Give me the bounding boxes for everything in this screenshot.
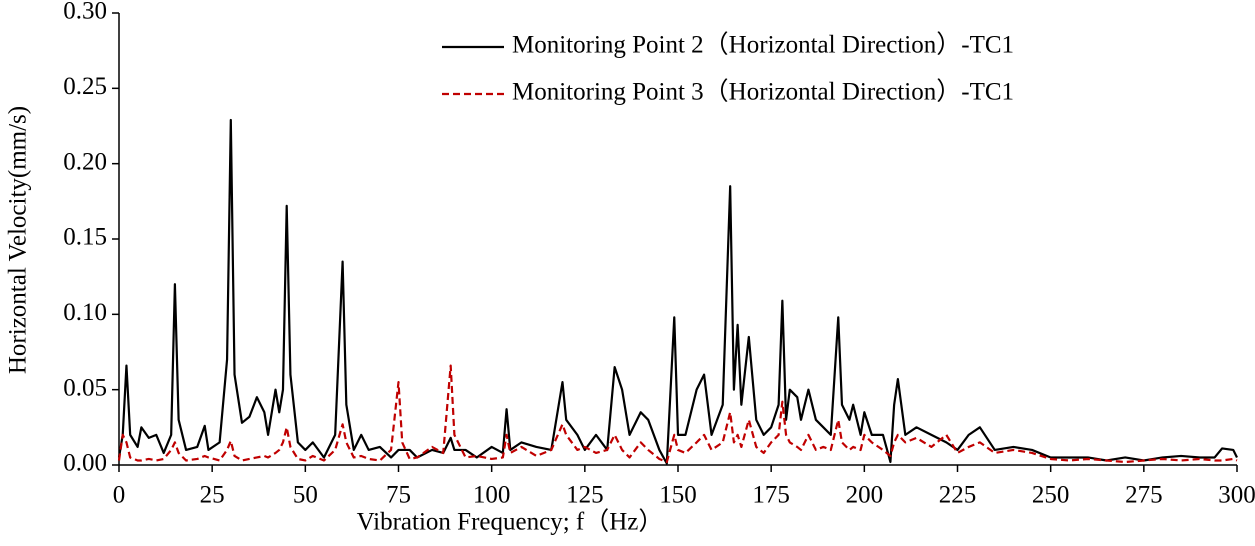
x-tick-label: 25 [200,482,225,509]
series-line [117,118,1238,465]
x-tick-label: 150 [659,482,697,509]
x-tick-label: 300 [1218,482,1255,509]
y-axis-label: Horizontal Velocity(mm/s) [5,106,32,374]
y-tick-label: 0.05 [63,374,107,401]
x-axis-label: Vibration Frequency; f（Hz） [357,508,664,536]
x-tick-label: 250 [1032,482,1070,509]
x-tick-label: 100 [473,482,511,509]
x-tick-label: 275 [1125,482,1163,509]
y-tick-label: 0.15 [63,224,107,251]
y-tick-label: 0.00 [63,450,107,477]
x-tick-label: 0 [113,482,126,509]
series-line [117,364,1238,464]
y-tick-label: 0.25 [63,73,107,100]
y-tick-label: 0.30 [63,0,107,25]
legend-label: Monitoring Point 3（Horizontal Direction）… [512,78,1014,106]
x-tick-label: 225 [939,482,977,509]
x-tick-label: 50 [293,482,318,509]
y-tick-label: 0.10 [63,299,107,326]
y-tick-label: 0.20 [63,148,107,175]
x-tick-label: 175 [752,482,790,509]
x-tick-label: 125 [566,482,604,509]
legend-label: Monitoring Point 2（Horizontal Direction）… [512,31,1014,59]
x-tick-label: 200 [846,482,884,509]
x-tick-label: 75 [386,482,411,509]
